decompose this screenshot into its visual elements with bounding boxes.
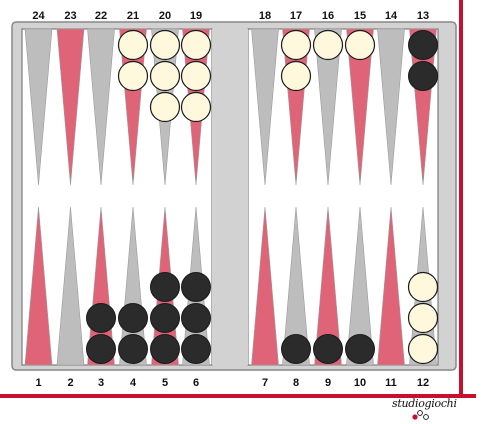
point-label-top: 15 xyxy=(354,10,366,22)
point-label-bottom: 3 xyxy=(98,377,104,389)
black-checker-point-8[interactable] xyxy=(281,334,311,364)
white-checker-point-20[interactable] xyxy=(149,29,181,61)
point-label-top: 21 xyxy=(127,10,139,22)
white-checker-point-12[interactable] xyxy=(407,302,439,334)
white-checker-point-19[interactable] xyxy=(180,29,212,61)
black-checker-point-13[interactable] xyxy=(408,61,438,91)
point-label-top: 14 xyxy=(385,10,398,22)
point-14[interactable] xyxy=(377,28,405,186)
point-label-top: 16 xyxy=(322,10,334,22)
white-checker-point-21[interactable] xyxy=(117,60,149,92)
top-point-labels: 24 23 22 21 20 19 18 17 16 15 14 13 xyxy=(32,10,429,22)
point-9[interactable] xyxy=(314,206,342,366)
point-label-top: 22 xyxy=(95,10,107,22)
point-8[interactable] xyxy=(282,206,310,366)
white-checker-point-17[interactable] xyxy=(280,29,312,61)
white-checker-point-20[interactable] xyxy=(149,91,181,123)
white-checker-point-15[interactable] xyxy=(344,29,376,61)
white-checker-point-21[interactable] xyxy=(117,29,149,61)
bottom-point-labels: 1 2 3 4 5 6 7 8 9 10 11 12 xyxy=(35,377,429,389)
black-checker-point-4[interactable] xyxy=(118,334,148,364)
white-checker-point-12[interactable] xyxy=(407,271,439,303)
bar[interactable] xyxy=(212,29,248,365)
white-checker-point-19[interactable] xyxy=(180,60,212,92)
black-checker-point-5[interactable] xyxy=(150,272,180,302)
checkers-layer xyxy=(86,29,439,365)
point-label-bottom: 7 xyxy=(262,377,268,389)
point-1[interactable] xyxy=(24,206,53,366)
white-checker-point-19[interactable] xyxy=(180,91,212,123)
point-label-top: 20 xyxy=(159,10,171,22)
white-checker-point-12[interactable] xyxy=(407,333,439,365)
point-24[interactable] xyxy=(24,28,53,186)
point-label-bottom: 6 xyxy=(193,377,199,389)
point-label-top: 19 xyxy=(190,10,202,22)
point-7[interactable] xyxy=(251,206,279,366)
black-checker-point-6[interactable] xyxy=(181,303,211,333)
black-checker-point-9[interactable] xyxy=(313,334,343,364)
point-label-bottom: 8 xyxy=(293,377,299,389)
point-label-top: 13 xyxy=(417,10,429,22)
red-border-horizontal xyxy=(0,394,476,398)
point-label-bottom: 11 xyxy=(385,377,397,389)
black-checker-point-3[interactable] xyxy=(86,334,116,364)
studiogiochi-logo: studiogiochi xyxy=(392,397,462,423)
point-18[interactable] xyxy=(251,28,279,186)
black-checker-point-5[interactable] xyxy=(150,303,180,333)
point-label-top: 18 xyxy=(259,10,271,22)
point-15[interactable] xyxy=(346,28,374,186)
point-label-top: 17 xyxy=(290,10,302,22)
point-22[interactable] xyxy=(87,28,115,186)
white-checker-point-20[interactable] xyxy=(149,60,181,92)
point-label-bottom: 9 xyxy=(325,377,331,389)
point-label-top: 23 xyxy=(64,10,76,22)
logo-dots-icon xyxy=(412,410,429,420)
point-16[interactable] xyxy=(314,28,342,186)
white-checker-point-17[interactable] xyxy=(280,60,312,92)
black-checker-point-5[interactable] xyxy=(150,334,180,364)
black-checker-point-3[interactable] xyxy=(86,303,116,333)
left-playing-area xyxy=(21,28,213,366)
black-checker-point-4[interactable] xyxy=(118,303,148,333)
point-label-bottom: 10 xyxy=(354,377,366,389)
point-label-bottom: 2 xyxy=(67,377,73,389)
red-border-vertical xyxy=(459,0,463,398)
point-label-top: 24 xyxy=(32,10,45,22)
point-10[interactable] xyxy=(346,206,374,366)
logo-text: studiogiochi xyxy=(392,397,457,410)
point-label-bottom: 1 xyxy=(35,377,41,389)
point-label-bottom: 5 xyxy=(162,377,168,389)
point-2[interactable] xyxy=(56,206,85,366)
black-checker-point-6[interactable] xyxy=(181,334,211,364)
right-playing-area xyxy=(247,28,439,366)
point-label-bottom: 12 xyxy=(417,377,429,389)
point-23[interactable] xyxy=(56,28,85,186)
black-checker-point-6[interactable] xyxy=(181,272,211,302)
point-label-bottom: 4 xyxy=(130,377,137,389)
white-checker-point-16[interactable] xyxy=(312,29,344,61)
black-checker-point-10[interactable] xyxy=(345,334,375,364)
black-checker-point-13[interactable] xyxy=(408,30,438,60)
point-11[interactable] xyxy=(377,206,405,366)
